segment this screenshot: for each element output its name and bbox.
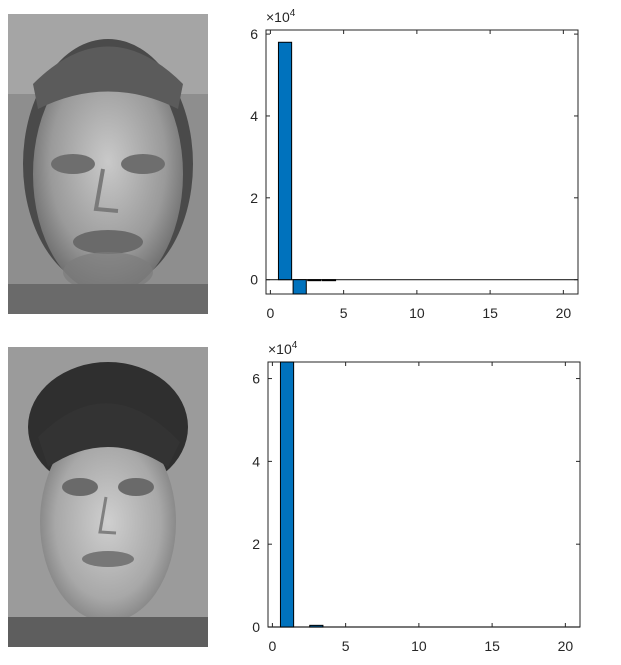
bar-0: [279, 361, 295, 628]
face-portrait-icon: [8, 14, 208, 314]
y-tick-label: 0: [252, 619, 260, 635]
y-tick-label: 6: [252, 371, 260, 387]
bar-1: [309, 624, 324, 628]
y-tick-label: 0: [250, 272, 258, 288]
exponent-label: ×104: [266, 8, 296, 25]
face-portrait-icon: [8, 347, 208, 647]
axes-box: [265, 29, 579, 295]
bar-0: [277, 41, 293, 281]
exponent-label: ×104: [268, 340, 298, 357]
x-tick-label: 20: [558, 638, 574, 654]
axes-box: [267, 361, 581, 628]
x-tick-label: 0: [268, 638, 276, 654]
x-tick-label: 20: [556, 305, 572, 321]
face-image-2: [8, 347, 208, 647]
chart-2: 0 5 10 15 20 0 2 4 6 ×104: [252, 340, 581, 654]
bar-2: [307, 279, 322, 282]
x-tick-label: 10: [409, 305, 425, 321]
x-tick-label: 15: [484, 638, 500, 654]
x-tick-label: 5: [340, 305, 348, 321]
x-tick-label: 5: [342, 638, 350, 654]
y-tick-label: 4: [250, 108, 258, 124]
y-tick-label: 6: [250, 26, 258, 42]
y-tick-label: 4: [252, 453, 260, 469]
bar-3: [321, 279, 337, 282]
x-tick-label: 15: [482, 305, 498, 321]
x-tick-label: 10: [411, 638, 427, 654]
y-tick-label: 2: [252, 536, 260, 552]
x-tick-label: 0: [266, 305, 274, 321]
bar-1: [292, 279, 307, 295]
face-image-1: [8, 14, 208, 314]
y-tick-label: 2: [250, 190, 258, 206]
chart-1: 0 5 10 15 20 0 2 4 6 ×104: [250, 8, 579, 321]
